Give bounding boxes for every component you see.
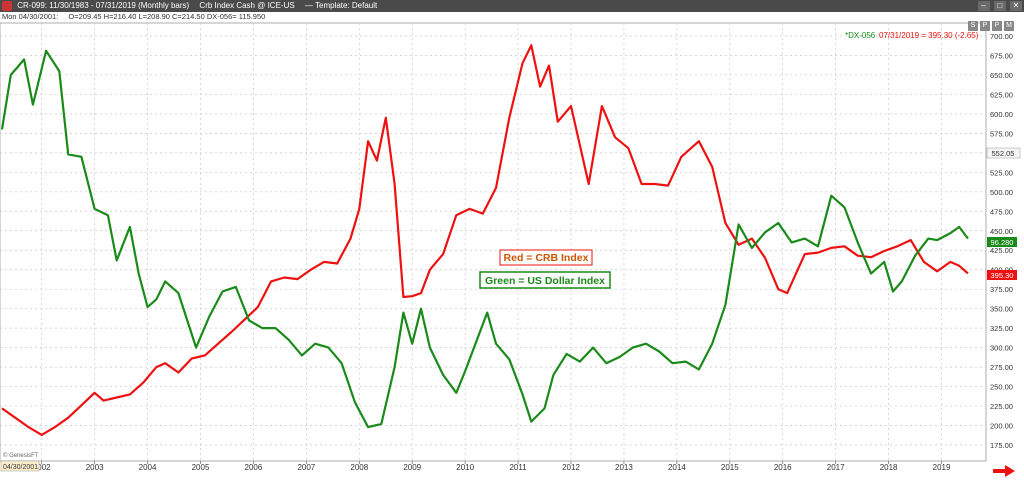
- y-tick-label: 650.00: [990, 71, 1013, 80]
- x-tick-label: 2009: [403, 463, 421, 472]
- us-dollar-index-line: [0, 49, 969, 429]
- x-start-label-box: [0, 460, 40, 472]
- scroll-right-arrow-icon[interactable]: [993, 465, 1015, 477]
- x-tick-label: 2014: [668, 463, 686, 472]
- watermark: © GenesisFT: [3, 452, 39, 459]
- series-lines: [0, 44, 969, 436]
- toolbar-button-s[interactable]: S: [968, 21, 978, 31]
- y-tick-label: 300.00: [990, 344, 1013, 353]
- x-tick-label: 2013: [615, 463, 633, 472]
- annotation-crb-box: [499, 249, 593, 266]
- x-tick-label: 2017: [827, 463, 845, 472]
- title-template: — Template: Default: [304, 1, 378, 10]
- dxy-last-value-label: 96.280: [991, 238, 1014, 247]
- annotation-dxy: Green = US Dollar Index: [485, 275, 605, 287]
- y-tick-label: 500.00: [990, 188, 1013, 197]
- info-ohlc: O=209.45 H=216.40 L=208.90 C=214.50 DX-0…: [68, 12, 266, 21]
- plot-area: [0, 22, 987, 462]
- crb-last-value-tag: [987, 270, 1017, 280]
- bar-info-readout: Mon 04/30/2001: O=209.45 H=216.40 L=208.…: [0, 12, 1024, 22]
- x-tick-label: 2002: [33, 463, 51, 472]
- y-tick-label: 350.00: [990, 305, 1013, 314]
- maximize-button[interactable]: □: [993, 1, 1006, 11]
- y-tick-label: 425.00: [990, 246, 1013, 255]
- crb-index-line: [1, 44, 969, 436]
- last-value-markers: 96.280 395.30: [987, 237, 1017, 280]
- dxy-last-value-tag: [987, 237, 1017, 247]
- x-tick-label: 2005: [192, 463, 210, 472]
- x-tick-label: 2016: [774, 463, 792, 472]
- x-tick-label: 2012: [562, 463, 580, 472]
- title-symbol: CR-099: 11/30/1983 - 07/31/2019 (Monthly…: [17, 1, 190, 10]
- x-tick-label: 2004: [139, 463, 157, 472]
- y-tick-label: 275.00: [990, 363, 1013, 372]
- other-value-tag: [986, 147, 1021, 159]
- x-tick-label: 2015: [721, 463, 739, 472]
- annotation-crb: Red = CRB Index: [504, 252, 589, 264]
- y-tick-label: 375.00: [990, 285, 1013, 294]
- toolbar-button-p2[interactable]: P: [992, 21, 1002, 31]
- legend-detail: 07/31/2019 = 395.30 (-2.65): [879, 31, 979, 40]
- x-tick-label: 2007: [297, 463, 315, 472]
- y-tick-label: 200.00: [990, 422, 1013, 431]
- x-tick-label: 2003: [86, 463, 104, 472]
- grid-lines: [0, 23, 986, 461]
- x-tick-label: 2010: [456, 463, 474, 472]
- y-tick-label: 525.00: [990, 168, 1013, 177]
- minimize-button[interactable]: –: [977, 1, 990, 11]
- y-tick-label: 325.00: [990, 324, 1013, 333]
- toolbar-button-p1[interactable]: P: [980, 21, 990, 31]
- x-tick-label: 2008: [350, 463, 368, 472]
- y-tick-label: 225.00: [990, 402, 1013, 411]
- y-tick-label: 700.00: [990, 32, 1013, 41]
- x-tick-label: 2006: [245, 463, 263, 472]
- other-value-label: 552.05: [992, 149, 1015, 158]
- x-tick-label: 2011: [509, 463, 527, 472]
- annotation-dxy-box: [479, 271, 611, 289]
- y-tick-label: 175.00: [990, 441, 1013, 450]
- x-tick-label: 2018: [880, 463, 898, 472]
- x-axis: 2002 2003 2004 2005 2006 2007 2008 2009 2010 2011…: [33, 461, 951, 472]
- window-title-bar: CR-099: 11/30/1983 - 07/31/2019 (Monthly…: [0, 0, 1024, 12]
- app-icon: [2, 1, 12, 11]
- info-date: Mon 04/30/2001:: [2, 12, 59, 21]
- y-tick-label: 450.00: [990, 227, 1013, 236]
- y-tick-label: 250.00: [990, 383, 1013, 392]
- x-tick-label: 2019: [933, 463, 951, 472]
- y-tick-label: 475.00: [990, 207, 1013, 216]
- y-tick-label: 625.00: [990, 90, 1013, 99]
- y-tick-label: 675.00: [990, 51, 1013, 60]
- y-tick-label: 600.00: [990, 110, 1013, 119]
- toolbar-button-m[interactable]: M: [1004, 21, 1014, 31]
- title-instrument: Crb Index Cash @ ICE-US: [199, 1, 295, 10]
- close-button[interactable]: ✕: [1010, 1, 1022, 11]
- x-start-label: 04/30/2001: [3, 464, 38, 471]
- y-tick-label: 575.00: [990, 129, 1013, 138]
- legend-symbol: *DX-056: [845, 31, 876, 40]
- crb-last-value-label: 395.30: [991, 271, 1014, 280]
